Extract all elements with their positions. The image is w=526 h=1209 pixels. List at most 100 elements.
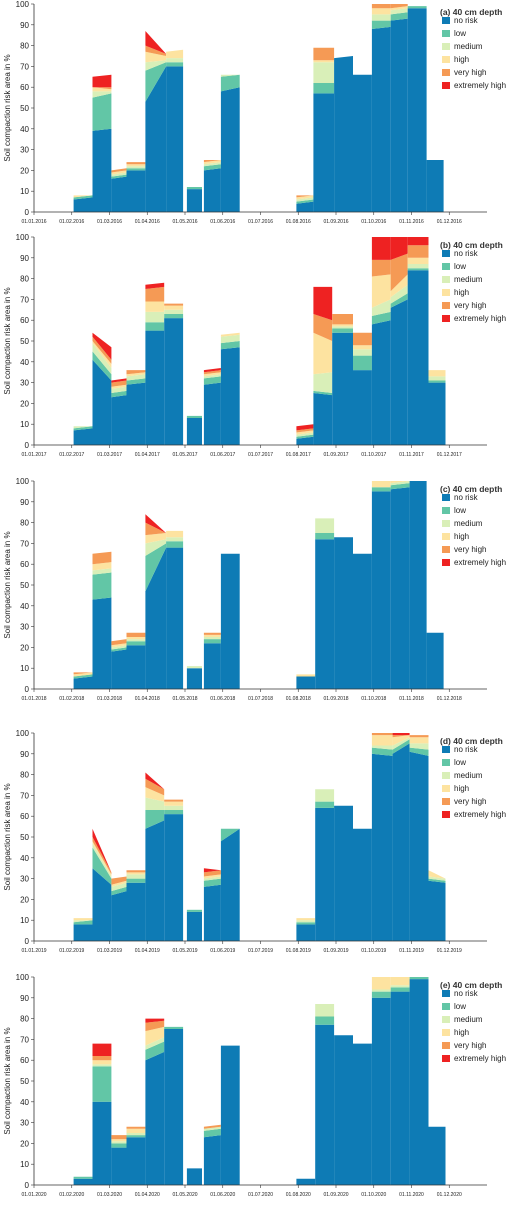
area-medium [315, 518, 335, 533]
y-axis-label: Soil compaction risk area in % [3, 287, 12, 394]
area-low [73, 920, 93, 925]
area-low [407, 268, 429, 271]
legend-label: medium [454, 275, 483, 284]
area-extremely-high [145, 1018, 165, 1023]
area-high [145, 533, 167, 544]
area-no-risk [92, 597, 112, 689]
area-low [126, 641, 146, 646]
y-tick-label: 20 [20, 643, 29, 652]
area-medium [390, 284, 408, 304]
y-tick-label: 70 [20, 1035, 29, 1044]
area-low [390, 483, 410, 490]
area-medium [73, 426, 93, 429]
area-high [73, 672, 93, 677]
y-tick-label: 20 [20, 166, 29, 175]
area-medium [92, 91, 112, 98]
y-tick-label: 10 [20, 664, 29, 673]
x-tick-label: 01.08.2016 [286, 219, 311, 225]
area-very-high [164, 799, 184, 802]
area-medium [371, 989, 391, 992]
area-medium [92, 1064, 112, 1067]
area-no-risk [73, 676, 93, 689]
area-low [371, 747, 393, 756]
legend-label: very high [454, 545, 486, 554]
y-tick-label: 60 [20, 83, 29, 92]
legend-label: medium [454, 771, 483, 780]
y-tick-label: 20 [20, 399, 29, 408]
area-medium [92, 568, 112, 575]
area-low [409, 977, 429, 980]
area-low [203, 1128, 221, 1138]
area-high [145, 301, 165, 312]
area-medium [92, 843, 112, 879]
area-very-high [111, 380, 127, 387]
area-very-high [92, 837, 112, 875]
area-no-risk [334, 1035, 353, 1185]
area-high [296, 195, 314, 200]
area-no-risk [73, 1178, 93, 1185]
area-very-high [126, 1126, 146, 1129]
area-high [390, 481, 410, 484]
area-medium [390, 985, 410, 988]
area-no-risk [186, 189, 202, 212]
y-tick-label: 100 [16, 0, 30, 9]
area-very-high [203, 632, 221, 635]
x-tick-label: 01.05.2019 [172, 948, 197, 954]
y-tick-label: 80 [20, 42, 29, 51]
area-high [92, 841, 112, 877]
y-tick-label: 30 [20, 623, 29, 632]
area-medium [145, 797, 165, 810]
area-low [203, 639, 221, 644]
area-high [145, 51, 167, 63]
area-high [409, 737, 429, 744]
y-tick-label: 90 [20, 994, 29, 1003]
legend-swatch [442, 1016, 450, 1023]
area-very-high [126, 870, 146, 873]
area-extremely-high [145, 31, 167, 54]
x-tick-label: 01.03.2016 [97, 219, 122, 225]
area-very-high [73, 672, 93, 675]
area-medium [353, 349, 372, 356]
area-extremely-high [296, 424, 314, 431]
legend-label: low [454, 29, 466, 38]
area-high [111, 170, 127, 175]
x-tick-label: 01.07.2019 [248, 948, 273, 954]
area-medium [390, 8, 408, 15]
area-low [92, 351, 112, 381]
area-low [390, 12, 408, 21]
area-low [313, 390, 333, 396]
area-medium [166, 58, 184, 63]
area-no-risk [145, 330, 165, 445]
area-low [111, 1143, 127, 1148]
area-medium [203, 374, 221, 379]
x-tick-label: 01.12.2018 [437, 696, 462, 702]
area-medium [186, 666, 202, 669]
legend-swatch [442, 315, 450, 322]
y-tick-label: 80 [20, 275, 29, 284]
x-tick-label: 01.11.2017 [399, 452, 424, 458]
area-high [390, 977, 410, 986]
area-no-risk [73, 428, 93, 445]
area-no-risk [334, 56, 353, 212]
area-very-high [92, 551, 112, 565]
y-tick-label: 0 [25, 208, 30, 217]
area-no-risk [145, 66, 167, 213]
x-tick-label: 01.12.2016 [437, 219, 462, 225]
area-extremely-high [407, 237, 429, 246]
area-high [92, 87, 112, 92]
legend-swatch [442, 520, 450, 527]
legend-swatch [442, 759, 450, 766]
y-tick-label: 30 [20, 146, 29, 155]
legend-swatch [442, 785, 450, 792]
legend-label: high [454, 532, 469, 541]
y-tick-label: 100 [16, 233, 30, 242]
legend-swatch [442, 30, 450, 37]
area-extremely-high [92, 74, 112, 88]
y-tick-label: 10 [20, 420, 29, 429]
area-low [220, 74, 240, 92]
area-no-risk [428, 1126, 446, 1185]
area-low [332, 328, 353, 333]
area-no-risk [126, 170, 146, 212]
area-no-risk [353, 828, 372, 941]
area-low [220, 828, 240, 842]
